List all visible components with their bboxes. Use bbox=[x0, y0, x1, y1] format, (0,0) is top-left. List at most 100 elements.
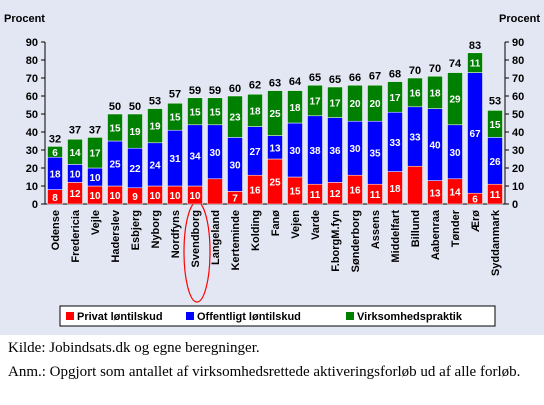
bar-value-label: 33 bbox=[389, 138, 401, 149]
x-tick-label: Vejle bbox=[90, 210, 102, 235]
bar-value-label: 31 bbox=[169, 154, 181, 165]
y2-tick-label: 80 bbox=[512, 55, 524, 67]
bar-value-label: 27 bbox=[249, 147, 261, 158]
bar-value-label: 18 bbox=[289, 103, 301, 114]
bar-segment bbox=[347, 84, 363, 122]
y2-tick-label: 90 bbox=[512, 37, 524, 49]
x-tick-label: Fanø bbox=[270, 210, 282, 237]
total-label: 59 bbox=[189, 85, 201, 97]
bar-value-label: 14 bbox=[69, 148, 81, 159]
total-label: 67 bbox=[369, 70, 381, 82]
bar-segment bbox=[387, 81, 403, 113]
total-label: 65 bbox=[329, 74, 341, 86]
bar-segment bbox=[307, 84, 323, 117]
bar-segment bbox=[187, 97, 203, 126]
x-tick-label: Tønder bbox=[450, 209, 462, 247]
bar-segment bbox=[147, 108, 163, 144]
bar-value-label: 18 bbox=[389, 184, 401, 195]
y2-tick-label: 20 bbox=[512, 163, 524, 175]
y-axis-label: Procent bbox=[4, 13, 45, 25]
y-tick-label: 70 bbox=[26, 73, 38, 85]
y2-tick-label: 40 bbox=[512, 127, 524, 139]
bar-segment bbox=[407, 77, 423, 108]
total-label: 65 bbox=[309, 72, 321, 84]
bar-value-label: 35 bbox=[369, 149, 381, 160]
bar-value-label: 15 bbox=[489, 120, 501, 131]
y-tick-label: 0 bbox=[32, 199, 38, 211]
x-tick-label: Ærø bbox=[470, 210, 482, 232]
total-label: 66 bbox=[349, 72, 361, 84]
bar-value-label: 15 bbox=[289, 187, 301, 198]
x-tick-label: Aabenraa bbox=[430, 209, 442, 260]
source-note: Kilde: Jobindsats.dk og egne beregninger… bbox=[8, 340, 260, 356]
bar-value-label: 26 bbox=[489, 157, 501, 168]
x-tick-label: Nordfyns bbox=[170, 210, 182, 258]
x-tick-label: Varde bbox=[310, 210, 322, 240]
bar-value-label: 67 bbox=[469, 129, 481, 140]
x-tick-label: Odense bbox=[50, 210, 62, 250]
bar-value-label: 11 bbox=[470, 59, 481, 70]
y-tick-label: 10 bbox=[26, 181, 38, 193]
bar-value-label: 18 bbox=[49, 169, 61, 180]
x-tick-label: F.borgM.fyn bbox=[330, 210, 342, 272]
bar-value-label: 23 bbox=[229, 113, 241, 124]
x-tick-label: Nyborg bbox=[150, 210, 162, 249]
total-label: 64 bbox=[289, 76, 302, 88]
total-label: 70 bbox=[409, 65, 421, 77]
total-label: 62 bbox=[249, 79, 261, 91]
bar-value-label: 15 bbox=[169, 113, 181, 124]
bar-segment bbox=[87, 137, 103, 169]
chart: Procent Procent 0 10 20 30 40 50 60 70 80 90 0 10 20… bbox=[0, 0, 544, 335]
total-label: 37 bbox=[89, 124, 101, 136]
bar-value-label: 30 bbox=[289, 146, 301, 157]
y2-tick-label: 50 bbox=[512, 109, 524, 121]
legend-swatch bbox=[66, 312, 74, 320]
x-tick-label: Billund bbox=[410, 210, 422, 247]
x-tick-label: Haderslev bbox=[110, 209, 122, 262]
bar-value-label: 11 bbox=[490, 190, 501, 201]
bar-value-label: 7 bbox=[232, 194, 238, 205]
y-tick-label: 60 bbox=[26, 91, 38, 103]
bar-segment bbox=[127, 113, 143, 149]
bar-value-label: 16 bbox=[249, 186, 261, 197]
bar-value-label: 10 bbox=[149, 191, 161, 202]
y-tick-label: 80 bbox=[26, 55, 38, 67]
bar-value-label: 25 bbox=[269, 178, 281, 189]
total-label: 74 bbox=[449, 58, 462, 70]
bar-value-label: 25 bbox=[109, 160, 121, 171]
bar-value-label: 25 bbox=[269, 109, 281, 120]
bar-value-label: 12 bbox=[69, 189, 81, 200]
bar-segment bbox=[267, 90, 283, 136]
y2-axis-label: Procent bbox=[499, 13, 540, 25]
total-label: 53 bbox=[149, 96, 161, 108]
x-tick-label: Kerteminde bbox=[230, 210, 242, 271]
bar-value-label: 17 bbox=[309, 97, 321, 108]
y-tick-label: 20 bbox=[26, 163, 38, 175]
bar-value-label: 15 bbox=[209, 107, 221, 118]
bar-segment bbox=[107, 113, 123, 142]
bar-value-label: 30 bbox=[209, 148, 221, 159]
bar-segment bbox=[407, 165, 423, 205]
bar-segment bbox=[247, 93, 263, 127]
bar-value-label: 13 bbox=[269, 143, 281, 154]
bar-value-label: 10 bbox=[169, 191, 181, 202]
bar-segment bbox=[207, 178, 223, 205]
total-label: 83 bbox=[469, 40, 481, 52]
legend-swatch bbox=[346, 312, 354, 320]
total-label: 63 bbox=[269, 78, 281, 90]
total-label: 59 bbox=[209, 85, 221, 97]
bar-segment bbox=[487, 110, 503, 138]
bar-segment bbox=[327, 86, 343, 118]
legend-box bbox=[59, 305, 496, 327]
y-tick-label: 40 bbox=[26, 127, 38, 139]
bar-value-label: 15 bbox=[109, 124, 121, 135]
bar-value-label: 9 bbox=[132, 192, 138, 203]
bar-value-label: 24 bbox=[149, 160, 161, 171]
bar-segment bbox=[427, 75, 443, 109]
bar-segment bbox=[287, 90, 303, 124]
bar-value-label: 22 bbox=[129, 164, 141, 175]
bar-value-label: 38 bbox=[309, 146, 321, 157]
bar-value-label: 10 bbox=[89, 191, 101, 202]
y2-tick-label: 60 bbox=[512, 91, 524, 103]
y2-tick-label: 70 bbox=[512, 73, 524, 85]
